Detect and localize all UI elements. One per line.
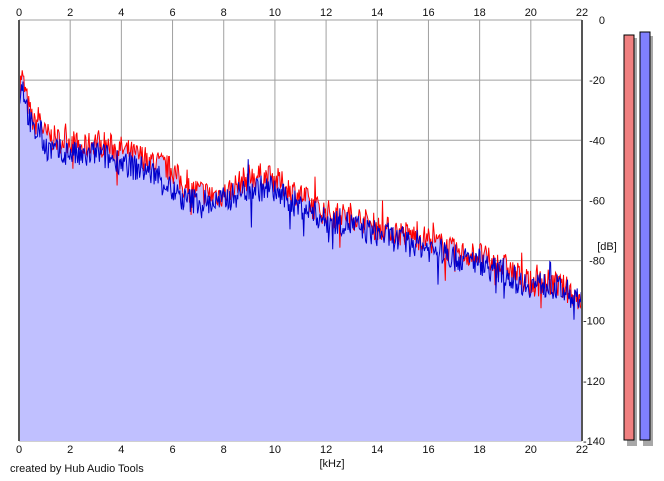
x-axis-label: [kHz] [319, 458, 344, 470]
x-tick-label-bottom: 10 [269, 444, 281, 456]
y-tick-label: -40 [589, 135, 605, 147]
x-tick-label-bottom: 2 [67, 444, 73, 456]
x-tick-label-bottom: 14 [371, 444, 383, 456]
x-tick-label-top: 2 [67, 7, 73, 19]
x-tick-label-top: 4 [118, 7, 124, 19]
x-bottom-tick-labels: 0 2 4 6 8 10 12 14 16 18 20 22 [16, 444, 588, 456]
x-tick-label-bottom: 0 [16, 444, 22, 456]
x-tick-label-top: 0 [16, 7, 22, 19]
x-tick-label-top: 12 [320, 7, 332, 19]
y-tick-label: 0 [599, 15, 605, 27]
x-tick-label-top: 6 [169, 7, 175, 19]
spectrum-area-fill [19, 70, 582, 442]
y-tick-label: -140 [583, 436, 605, 448]
x-tick-label-bottom: 16 [422, 444, 434, 456]
x-tick-label-top: 14 [371, 7, 383, 19]
level-meters [623, 31, 653, 446]
x-tick-label-bottom: 20 [525, 444, 537, 456]
y-tick-label: -60 [589, 195, 605, 207]
y-tick-label: -80 [589, 256, 605, 268]
x-tick-label-top: 18 [474, 7, 486, 19]
left-channel-meter [623, 34, 635, 441]
y-tick-labels: 0 -20 -40 -60 -80 -100 -120 -140 [583, 15, 605, 448]
x-tick-label-bottom: 12 [320, 444, 332, 456]
y-axis-label: [dB] [597, 241, 617, 253]
axes [18, 20, 583, 441]
series-line-left-channel [18, 70, 583, 311]
x-tick-label-bottom: 8 [221, 444, 227, 456]
right-channel-meter [639, 31, 651, 441]
y-tick-label: -120 [583, 376, 605, 388]
x-tick-label-top: 8 [221, 7, 227, 19]
x-tick-label-top: 22 [576, 7, 588, 19]
x-tick-label-bottom: 4 [118, 444, 124, 456]
credit-text: created by Hub Audio Tools [10, 463, 144, 475]
x-tick-label-bottom: 22 [576, 444, 588, 456]
x-tick-label-bottom: 6 [169, 444, 175, 456]
y-tick-label: -20 [589, 75, 605, 87]
spectrum-series [18, 70, 583, 320]
y-tick-label: -100 [583, 316, 605, 328]
series-line-right-channel [18, 81, 583, 320]
x-tick-label-bottom: 18 [474, 444, 486, 456]
x-top-tick-labels: 0 2 4 6 8 10 12 14 16 18 20 22 [16, 7, 588, 19]
x-tick-label-top: 16 [422, 7, 434, 19]
x-tick-label-top: 10 [269, 7, 281, 19]
x-tick-label-top: 20 [525, 7, 537, 19]
